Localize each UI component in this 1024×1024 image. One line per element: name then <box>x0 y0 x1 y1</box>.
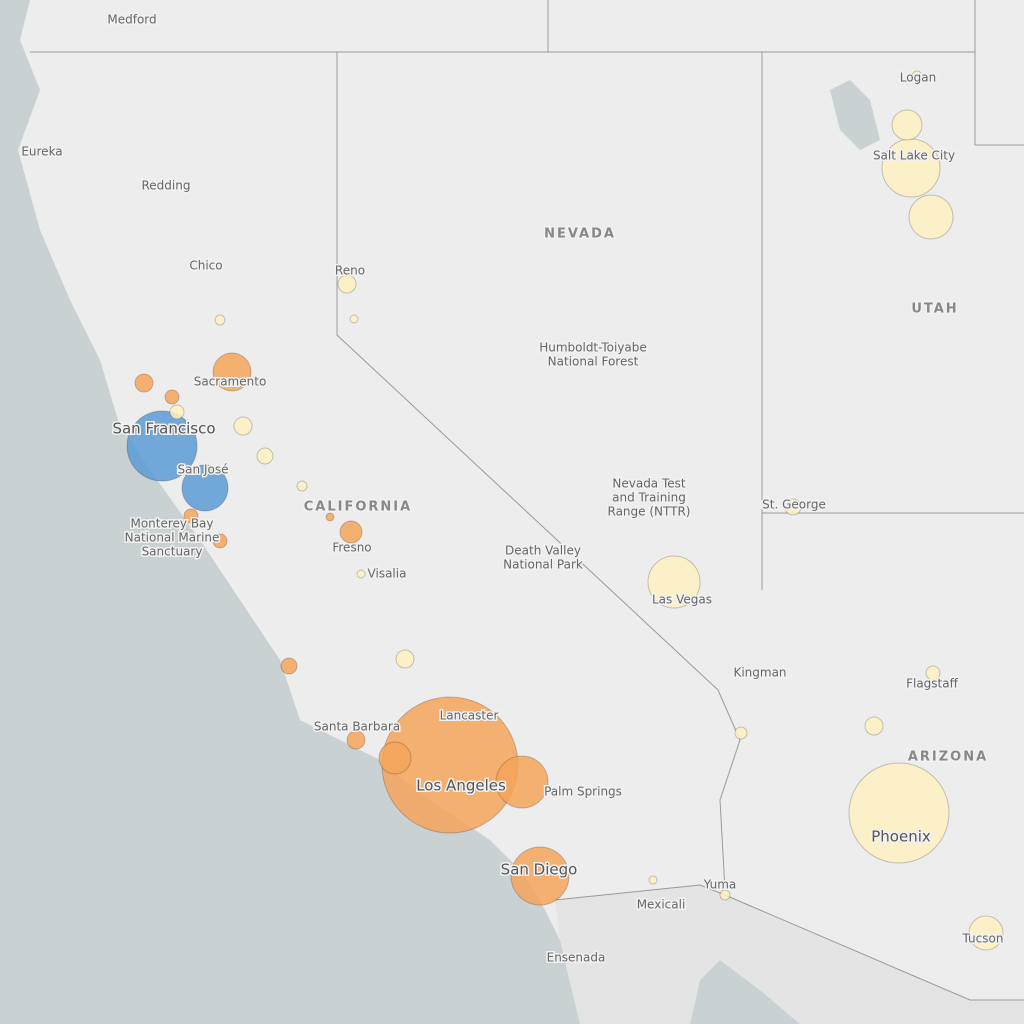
bubble <box>356 569 366 579</box>
bubble <box>925 665 941 681</box>
place-label: Phoenix <box>871 828 931 846</box>
place-label: Reno <box>335 264 365 278</box>
place-label: Salt Lake City <box>873 149 955 163</box>
place-label: Redding <box>142 179 191 193</box>
place-label: Fresno <box>332 541 371 555</box>
bubble <box>719 889 731 901</box>
place-label: Kingman <box>733 666 786 680</box>
bubble <box>169 404 185 420</box>
place-label: Nevada Test <box>612 477 686 491</box>
place-label: Range (NTTR) <box>608 505 691 519</box>
bubble <box>325 512 335 522</box>
place-label: Palm Springs <box>544 785 622 799</box>
place-label: Death Valley <box>505 544 581 558</box>
bubble <box>181 464 229 512</box>
place-label: Mexicali <box>637 898 686 912</box>
place-label: National Marine <box>125 531 220 545</box>
bubble <box>164 389 180 405</box>
bubble <box>734 726 748 740</box>
place-label: San Diego <box>501 861 578 879</box>
bubble <box>495 755 549 809</box>
bubble <box>256 447 274 465</box>
place-label: Lancaster <box>440 709 499 723</box>
bubble <box>233 416 253 436</box>
place-label: Monterey Bay <box>130 517 213 531</box>
place-label: Santa Barbara <box>314 720 400 734</box>
bubble <box>346 730 366 750</box>
bubble <box>280 657 298 675</box>
region-label: NEVADA <box>544 227 616 242</box>
place-label: Las Vegas <box>652 593 712 607</box>
bubble <box>183 508 199 524</box>
bubble <box>648 875 658 885</box>
place-label: Visalia <box>368 567 407 581</box>
bubble <box>134 373 154 393</box>
bubble <box>510 846 570 906</box>
bubble <box>647 555 701 609</box>
bubble <box>908 194 954 240</box>
land <box>18 0 1024 1024</box>
bubble <box>339 520 363 544</box>
region-label: ARIZONA <box>908 750 988 765</box>
place-label: Yuma <box>703 878 737 892</box>
place-label: Logan <box>900 71 936 85</box>
bubble <box>395 649 415 669</box>
bubble <box>126 410 198 482</box>
place-label: National Forest <box>548 355 639 369</box>
mexico <box>555 885 1024 1024</box>
bubble <box>337 274 357 294</box>
place-label: Sacramento <box>194 375 267 389</box>
bubble <box>212 352 252 392</box>
place-label: Ensenada <box>547 951 606 965</box>
place-label: Sanctuary <box>142 545 203 559</box>
place-label: Flagstaff <box>906 677 959 691</box>
place-label: Humboldt-Toiyabe <box>539 341 647 355</box>
place-label: St. George <box>762 498 826 512</box>
place-label: San José <box>178 463 229 477</box>
bubble <box>214 314 226 326</box>
place-label: National Park <box>503 558 583 572</box>
bubble <box>349 314 359 324</box>
bubble <box>911 70 923 82</box>
place-label: Los Angeles <box>416 777 506 795</box>
place-label: Chico <box>189 259 222 273</box>
place-label: Tucson <box>962 932 1004 946</box>
region-label: UTAH <box>911 302 958 317</box>
bubble <box>864 716 884 736</box>
place-label: San Francisco <box>112 420 215 438</box>
bubble <box>891 109 923 141</box>
region-label: CALIFORNIA <box>304 500 412 515</box>
bubble <box>848 762 950 864</box>
bubble <box>784 498 802 516</box>
bubble <box>378 741 412 775</box>
bubble <box>212 533 228 549</box>
place-label: Eureka <box>21 145 62 159</box>
lake <box>830 80 880 150</box>
bubble <box>296 480 308 492</box>
place-label: Medford <box>107 13 156 27</box>
bubble <box>968 915 1004 951</box>
place-label: and Training <box>612 491 686 505</box>
